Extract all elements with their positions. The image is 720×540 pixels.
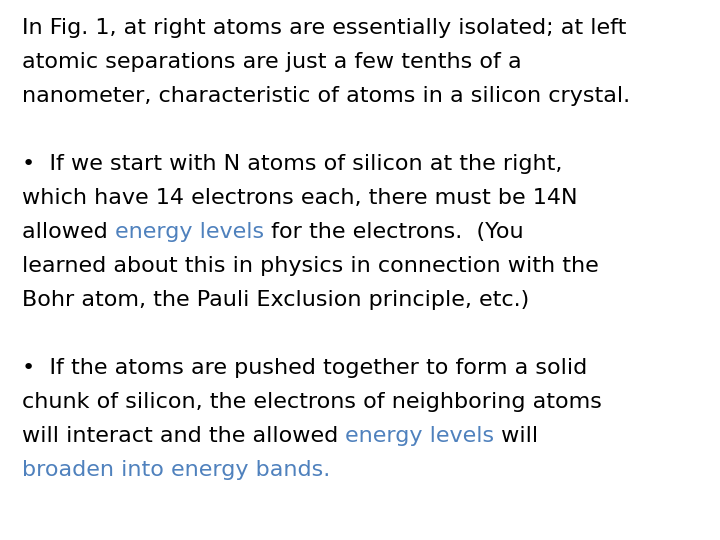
Text: Bohr atom, the Pauli Exclusion principle, etc.): Bohr atom, the Pauli Exclusion principle… — [22, 290, 529, 310]
Text: allowed: allowed — [22, 222, 115, 242]
Text: learned about this in physics in connection with the: learned about this in physics in connect… — [22, 256, 599, 276]
Text: •  If the atoms are pushed together to form a solid: • If the atoms are pushed together to fo… — [22, 358, 588, 379]
Text: will: will — [495, 427, 539, 447]
Text: broaden into energy bands.: broaden into energy bands. — [22, 461, 330, 481]
Text: which have 14 electrons each, there must be 14N: which have 14 electrons each, there must… — [22, 188, 577, 208]
Text: energy levels: energy levels — [115, 222, 264, 242]
Text: will interact and the allowed: will interact and the allowed — [22, 427, 346, 447]
Text: In Fig. 1, at right atoms are essentially isolated; at left: In Fig. 1, at right atoms are essentiall… — [22, 18, 626, 38]
Text: atomic separations are just a few tenths of a: atomic separations are just a few tenths… — [22, 52, 521, 72]
Text: nanometer, characteristic of atoms in a silicon crystal.: nanometer, characteristic of atoms in a … — [22, 86, 630, 106]
Text: for the electrons.  (You: for the electrons. (You — [264, 222, 523, 242]
Text: chunk of silicon, the electrons of neighboring atoms: chunk of silicon, the electrons of neigh… — [22, 392, 602, 413]
Text: •  If we start with N atoms of silicon at the right,: • If we start with N atoms of silicon at… — [22, 154, 562, 174]
Text: energy levels: energy levels — [346, 427, 495, 447]
